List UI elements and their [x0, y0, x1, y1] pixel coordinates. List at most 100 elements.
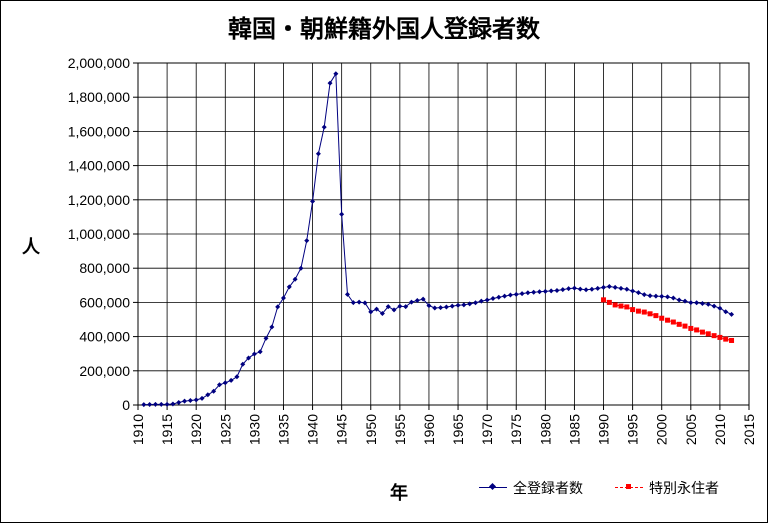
data-point-total — [665, 294, 671, 300]
x-tick-label: 1955 — [392, 414, 408, 445]
data-point-total — [589, 286, 595, 292]
y-tick-label: 2,000,000 — [68, 55, 130, 71]
data-point-total — [327, 80, 333, 86]
series-line-0 — [143, 72, 732, 406]
data-point-total — [304, 238, 310, 244]
data-point-total — [333, 71, 339, 77]
data-point-total — [216, 382, 222, 388]
data-point-total — [676, 297, 682, 303]
data-point-special — [659, 315, 665, 321]
data-point-total — [531, 289, 537, 295]
y-tick-label: 1,000,000 — [68, 226, 130, 242]
data-point-total — [158, 401, 164, 407]
data-point-special — [711, 333, 717, 339]
x-tick-label: 1925 — [217, 414, 233, 445]
data-point-total — [222, 380, 228, 386]
x-tick-label: 1980 — [537, 414, 553, 445]
data-point-total — [368, 309, 374, 315]
data-point-special — [682, 323, 688, 329]
series-layer — [141, 71, 735, 408]
data-point-total — [560, 287, 566, 293]
data-point-total — [298, 265, 304, 271]
data-point-total — [362, 300, 368, 306]
data-point-total — [723, 309, 729, 315]
y-tick-label: 0 — [122, 397, 130, 413]
data-point-total — [496, 294, 502, 300]
data-point-total — [641, 292, 647, 298]
data-point-special — [606, 299, 612, 305]
data-point-total — [618, 285, 624, 291]
data-point-total — [659, 293, 665, 299]
x-tick-label: 1930 — [246, 414, 262, 445]
data-point-total — [379, 311, 385, 317]
data-point-total — [729, 311, 735, 317]
data-point-total — [176, 400, 182, 406]
data-point-special — [647, 311, 653, 317]
data-point-total — [595, 285, 601, 291]
data-point-total — [391, 307, 397, 313]
data-point-special — [665, 317, 671, 323]
data-point-total — [426, 303, 432, 309]
x-tick-label: 2005 — [683, 414, 699, 445]
data-point-total — [635, 290, 641, 296]
x-tick-label: 1935 — [275, 414, 291, 445]
data-point-total — [246, 355, 252, 361]
data-point-total — [601, 284, 607, 290]
plot-area — [137, 62, 750, 406]
data-point-special — [624, 304, 630, 310]
data-point-total — [356, 299, 362, 305]
data-point-total — [542, 288, 548, 294]
data-point-total — [537, 289, 543, 295]
data-point-total — [705, 301, 711, 307]
data-point-total — [583, 287, 589, 293]
data-point-special — [717, 334, 723, 340]
x-tick-label: 1985 — [566, 414, 582, 445]
data-point-total — [688, 300, 694, 306]
x-tick-label: 1920 — [188, 414, 204, 445]
x-tick-label: 1960 — [421, 414, 437, 445]
grid-layer — [133, 62, 750, 410]
data-point-total — [263, 335, 269, 341]
x-tick-label: 2010 — [712, 414, 728, 445]
data-point-total — [374, 306, 380, 312]
data-point-special — [694, 327, 700, 333]
data-point-total — [234, 374, 240, 380]
legend-label-total: 全登録者数 — [513, 481, 583, 497]
data-point-total — [670, 295, 676, 301]
x-tick-label: 1915 — [159, 414, 175, 445]
data-point-total — [449, 303, 455, 309]
y-tick-label: 200,000 — [79, 363, 130, 379]
data-point-total — [467, 301, 473, 307]
data-point-total — [292, 276, 298, 282]
data-point-total — [344, 291, 350, 297]
data-point-total — [257, 349, 263, 355]
x-tick-label: 1950 — [363, 414, 379, 445]
data-point-total — [275, 304, 281, 310]
data-point-total — [240, 361, 246, 367]
chart-title: 韓国・朝鮮籍外国人登録者数 — [228, 15, 540, 43]
data-point-total — [205, 392, 211, 398]
data-point-special — [699, 329, 705, 335]
data-point-total — [682, 298, 688, 304]
y-tick-label: 1,400,000 — [68, 158, 130, 174]
x-tick-label: 1975 — [508, 414, 524, 445]
data-point-total — [554, 287, 560, 293]
x-tick-label: 1965 — [450, 414, 466, 445]
data-point-total — [577, 286, 583, 292]
data-point-total — [170, 401, 176, 407]
y-axis-label: 人 — [22, 237, 40, 258]
data-point-special — [630, 307, 636, 313]
data-point-special — [641, 309, 647, 315]
data-point-total — [286, 284, 292, 290]
data-point-total — [187, 397, 193, 403]
data-point-total — [350, 300, 356, 306]
data-point-total — [408, 299, 414, 305]
x-tick-label: 1990 — [596, 414, 612, 445]
data-point-total — [606, 283, 612, 289]
legend-marker-special — [626, 484, 631, 489]
y-tick-label: 1,200,000 — [68, 192, 130, 208]
data-point-total — [566, 286, 572, 292]
data-point-total — [147, 401, 153, 407]
data-point-total — [525, 290, 531, 296]
